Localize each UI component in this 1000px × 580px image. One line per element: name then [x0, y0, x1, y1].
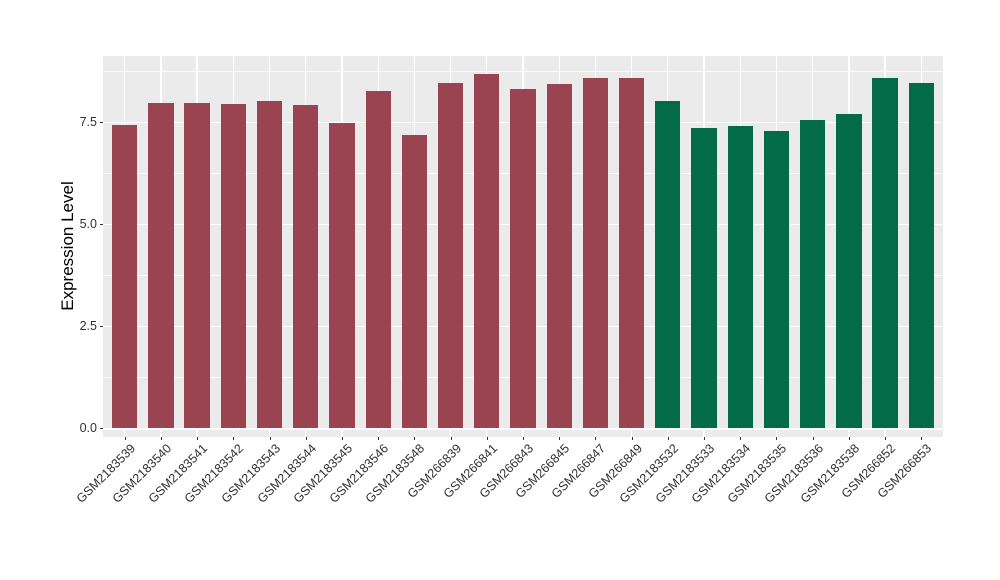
bar [510, 89, 536, 429]
x-tick [704, 437, 706, 440]
x-tick [776, 437, 778, 440]
x-tick [848, 437, 850, 440]
x-tick [921, 437, 923, 440]
x-tick [414, 437, 416, 440]
x-tick [450, 437, 452, 440]
y-tick-label: 7.5 [79, 114, 97, 129]
x-tick [740, 437, 742, 440]
x-tick [233, 437, 235, 440]
y-tick-label: 0.0 [79, 421, 97, 436]
bar [474, 73, 500, 429]
bar [763, 131, 790, 429]
x-tick [305, 437, 307, 440]
y-tick-label: 2.5 [79, 319, 97, 334]
x-tick [667, 437, 669, 440]
bar [184, 102, 210, 429]
x-tick [124, 437, 126, 440]
bar [256, 101, 283, 429]
bar [329, 122, 355, 429]
x-tick [486, 437, 488, 440]
bar [655, 100, 681, 429]
bar [293, 105, 319, 429]
bar [437, 82, 464, 429]
x-tick [160, 437, 162, 440]
bar [691, 128, 717, 429]
bar [365, 91, 391, 429]
bar [148, 102, 174, 429]
x-tick [523, 437, 524, 440]
x-tick [559, 437, 561, 440]
plot-panel [103, 56, 943, 437]
y-tick [100, 326, 103, 328]
x-tick [341, 437, 343, 440]
y-tick-label: 5.0 [79, 216, 97, 231]
x-tick [885, 437, 887, 440]
x-tick [378, 437, 380, 440]
bar [618, 77, 645, 429]
y-tick [100, 223, 103, 225]
bar [872, 77, 898, 429]
bar [112, 124, 138, 429]
bar [401, 135, 428, 429]
bar [800, 120, 826, 429]
y-axis-title: Expression Level [58, 181, 77, 311]
bar [546, 84, 572, 429]
bar [582, 77, 609, 429]
bar [836, 113, 862, 429]
x-tick [197, 437, 199, 440]
y-tick [100, 428, 103, 430]
bar [908, 83, 934, 429]
bar [220, 103, 246, 429]
x-tick [269, 437, 271, 440]
y-tick [100, 121, 103, 123]
x-tick [812, 437, 814, 440]
x-tick [595, 437, 597, 440]
x-tick [631, 437, 633, 440]
bar [727, 125, 753, 429]
